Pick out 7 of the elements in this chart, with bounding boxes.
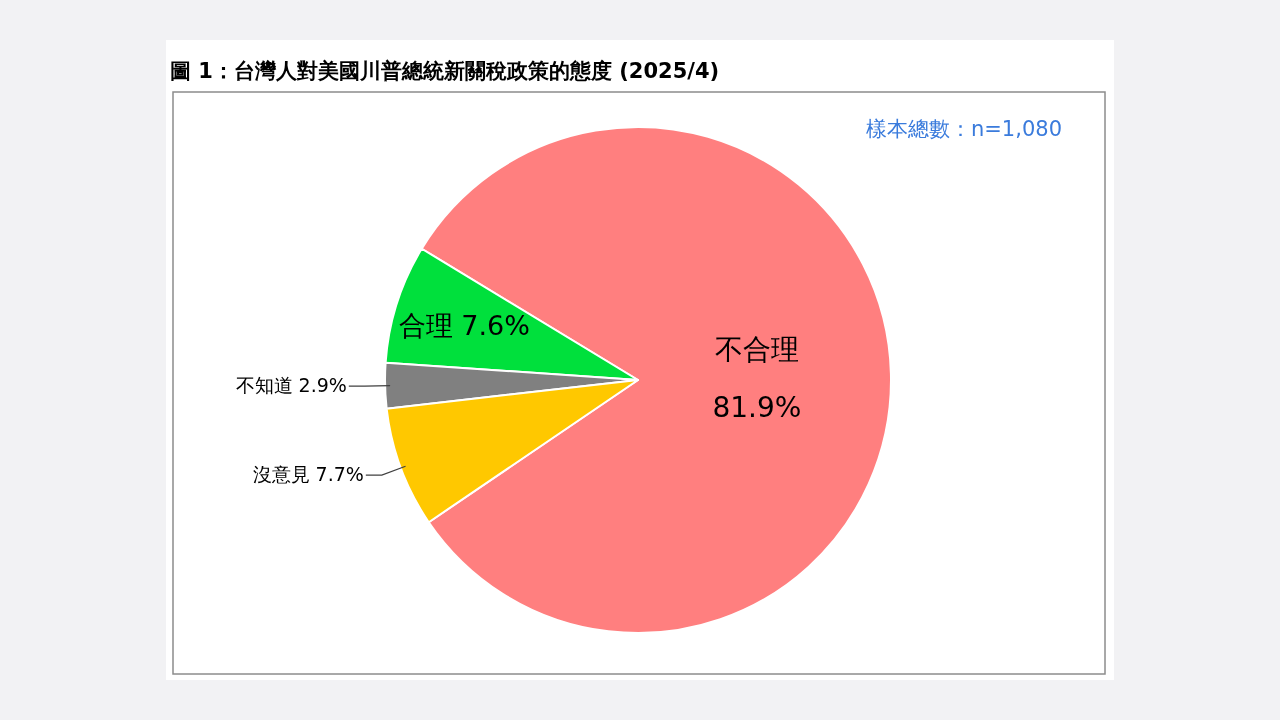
slice-label: 沒意見 7.7% — [252, 463, 364, 486]
text: 樣本總數：n=1,080 — [865, 117, 1062, 141]
data-label: 81.9% — [712, 390, 802, 424]
slice-label: 不合理 — [714, 332, 799, 366]
slice-label: 合理 7.6% — [398, 309, 530, 341]
chart-title: 圖 1：台灣人對美國川普總統新關稅政策的態度 (2025/4) — [170, 59, 720, 83]
slice-label: 不知道 2.9% — [235, 374, 347, 397]
